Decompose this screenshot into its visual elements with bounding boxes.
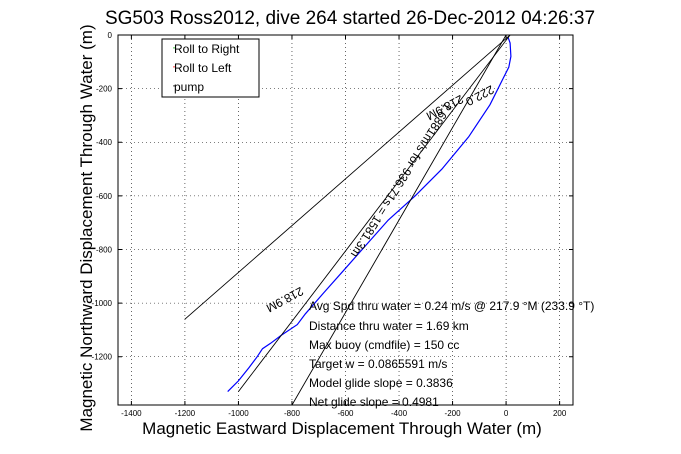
x-tick-label: 0 (504, 409, 509, 418)
plot-lines (184, 34, 512, 406)
legend-entry-pump: · pump (172, 78, 204, 94)
x-axis-title: Magnetic Eastward Displacement Through W… (142, 419, 542, 438)
x-tick-label: 200 (553, 409, 567, 418)
x-tick-label: -1400 (121, 409, 142, 418)
series-line-2 (291, 34, 507, 406)
legend-marker-roll-left: · (172, 59, 176, 73)
y-tick-label: -400 (96, 138, 113, 147)
legend-box (161, 38, 260, 98)
x-tick-label: -400 (391, 409, 408, 418)
legend-label-roll-right: Roll to Right (174, 42, 240, 56)
legend-marker-roll-right: · (172, 40, 176, 54)
chart-title: SG503 Ross2012, dive 264 started 26-Dec-… (105, 8, 595, 29)
stat-target-w: Target w = 0.0865591 m/s (309, 357, 447, 371)
legend-marker-pump: · (172, 78, 176, 92)
x-tick-label: -800 (284, 409, 301, 418)
y-tick-label: -800 (96, 245, 113, 254)
legend-entry-roll-left: · Roll to Left (172, 59, 232, 75)
x-tick-label: -600 (337, 409, 354, 418)
y-tick-label: -1200 (92, 353, 113, 362)
series-line-0 (227, 37, 512, 393)
x-tick-label: -1000 (228, 409, 249, 418)
y-tick-label: -200 (96, 85, 113, 94)
stats-block: Avg Spd thru water = 0.24 m/s @ 217.9 °M… (309, 299, 594, 409)
x-tick-label: -1200 (175, 409, 196, 418)
series-line-1 (184, 34, 511, 320)
y-tick-label: -600 (96, 192, 113, 201)
legend-entry-roll-right: · Roll to Right (172, 40, 240, 56)
x-tick-label: -200 (445, 409, 462, 418)
stat-max-buoy: Max buoy (cmdfile) = 150 cc (309, 338, 459, 352)
y-axis-title: Magnetic Northward Displacement Through … (77, 24, 96, 431)
stat-avg-speed: Avg Spd thru water = 0.24 m/s @ 217.9 °M… (309, 299, 594, 313)
series-line-3 (238, 34, 511, 392)
legend-label-pump: pump (174, 80, 204, 94)
legend-label-roll-left: Roll to Left (174, 61, 232, 75)
y-tick-label: 0 (108, 31, 113, 40)
axis-ticks: -1400 -1200 -1000 -800 -600 -400 -200 0 200 0 -200… (92, 31, 573, 418)
y-tick-label: -1000 (92, 299, 113, 308)
stat-net-glide: Net glide slope = 0.4981 (309, 395, 439, 409)
stat-model-glide: Model glide slope = 0.3836 (309, 376, 453, 390)
legend: · Roll to Right · Roll to Left · pump (161, 38, 260, 98)
stat-distance: Distance thru water = 1.69 km (309, 319, 469, 333)
